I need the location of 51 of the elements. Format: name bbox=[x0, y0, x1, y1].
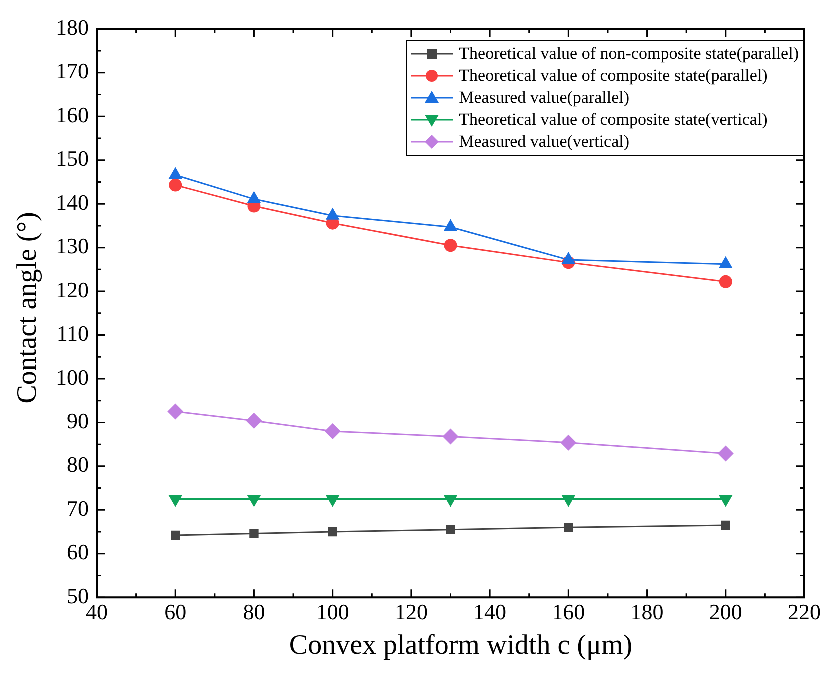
y-tick-label: 130 bbox=[56, 234, 89, 259]
point bbox=[171, 530, 180, 540]
y-tick-label: 180 bbox=[56, 14, 89, 40]
y-tick-label: 90 bbox=[67, 408, 89, 434]
point bbox=[247, 191, 262, 204]
legend-label: Theoretical value of non-composite state(parallel) bbox=[459, 43, 799, 65]
x-tick-label: 160 bbox=[552, 600, 586, 625]
x-tick-label: 220 bbox=[788, 600, 821, 625]
point bbox=[444, 219, 458, 232]
x-tick-label: 140 bbox=[474, 600, 507, 625]
point bbox=[562, 252, 576, 264]
point bbox=[442, 428, 459, 445]
point bbox=[718, 256, 733, 268]
legend-label: Measured value(parallel) bbox=[459, 87, 630, 109]
y-tick-label: 140 bbox=[56, 190, 89, 215]
point bbox=[328, 527, 338, 537]
point bbox=[446, 525, 456, 534]
x-tick-label: 200 bbox=[709, 600, 742, 625]
point bbox=[168, 404, 184, 420]
x-tick-label: 100 bbox=[316, 600, 350, 625]
point bbox=[719, 275, 732, 288]
y-tick-label: 100 bbox=[56, 364, 89, 390]
y-tick-label: 160 bbox=[56, 102, 89, 128]
y-tick-label: 120 bbox=[56, 277, 89, 302]
point bbox=[326, 208, 340, 220]
point bbox=[560, 434, 577, 451]
legend-label: Theoretical value of composite state(vertical) bbox=[459, 109, 768, 131]
x-axis-title: Convex platform width c (μm) bbox=[288, 630, 634, 662]
x-tick-label: 80 bbox=[243, 600, 266, 625]
point bbox=[246, 412, 262, 429]
y-tick-label: 170 bbox=[56, 58, 89, 84]
point bbox=[169, 178, 182, 192]
y-tick-label: 60 bbox=[67, 540, 89, 565]
point bbox=[444, 239, 458, 252]
y-tick-label: 150 bbox=[56, 146, 89, 172]
legend-label: Theoretical value of composite state(parallel) bbox=[459, 65, 768, 87]
x-tick-label: 60 bbox=[164, 600, 187, 625]
x-tick-label: 180 bbox=[630, 600, 664, 625]
point bbox=[721, 520, 730, 530]
point bbox=[250, 529, 259, 538]
x-tick-label: 120 bbox=[394, 600, 428, 625]
y-tick-label: 110 bbox=[56, 321, 89, 346]
point bbox=[564, 523, 574, 532]
legend-label: Measured value(vertical) bbox=[459, 131, 630, 153]
y-tick-label: 70 bbox=[67, 496, 89, 521]
point bbox=[718, 446, 734, 462]
y-axis-title: Contact angle (°) bbox=[12, 212, 44, 404]
point bbox=[168, 167, 183, 180]
y-tick-label: 80 bbox=[67, 452, 89, 478]
point bbox=[324, 423, 341, 440]
y-tick-label: 50 bbox=[67, 583, 89, 608]
